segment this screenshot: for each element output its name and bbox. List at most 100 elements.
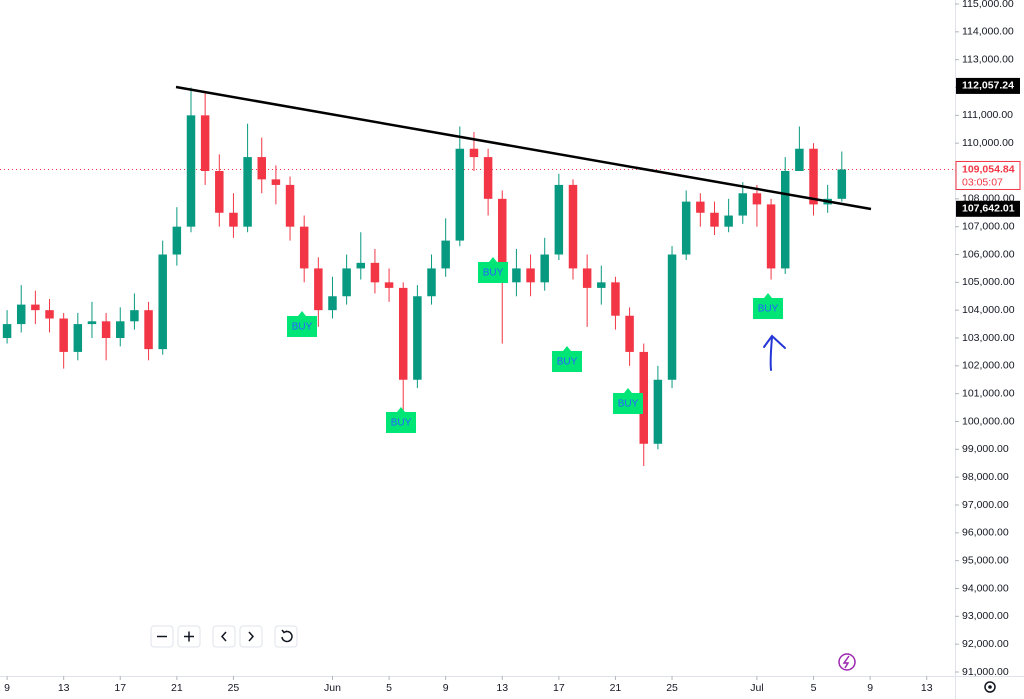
candle-body xyxy=(766,204,776,269)
candle-body xyxy=(285,184,295,227)
candle-body xyxy=(130,310,139,322)
price-marker-box xyxy=(956,77,1020,94)
price-marker-label: 112,057.24 xyxy=(962,80,1014,92)
buy-signal-label: BUY xyxy=(292,322,313,333)
candle-body xyxy=(427,268,436,297)
x-tick-label: 25 xyxy=(228,682,240,694)
candle-body xyxy=(483,157,493,199)
x-tick-label: 21 xyxy=(610,682,622,694)
buy-signal-box xyxy=(287,311,317,337)
candle-body xyxy=(611,282,620,316)
scroll-right-button[interactable] xyxy=(239,625,263,648)
y-tick-label: 93,000.00 xyxy=(962,610,1009,622)
candle-body xyxy=(370,262,380,283)
x-tick-label: 9 xyxy=(4,682,10,694)
buy-signal-box xyxy=(478,257,508,283)
price-marker-label: 107,642.01 xyxy=(962,203,1015,215)
candle-body xyxy=(738,193,748,216)
candle-body xyxy=(384,282,394,288)
candle-body xyxy=(328,296,337,311)
zoom-in-button[interactable] xyxy=(177,625,201,648)
settings-button[interactable] xyxy=(984,681,996,693)
candle-body xyxy=(87,321,97,325)
y-tick-label: 98,000.00 xyxy=(962,471,1009,483)
reset-button[interactable] xyxy=(274,625,298,648)
candle-body xyxy=(257,157,266,180)
candle-body xyxy=(73,324,83,352)
buy-signal-label: BUY xyxy=(758,304,779,315)
candle-body xyxy=(172,226,182,255)
candle-body xyxy=(31,304,40,311)
y-tick-label: 101,000.00 xyxy=(962,387,1015,399)
buy-signal-label: BUY xyxy=(618,399,639,410)
candle-body xyxy=(625,315,634,352)
candle-body xyxy=(116,321,125,338)
candle-body xyxy=(681,201,691,255)
y-tick-label: 92,000.00 xyxy=(962,638,1009,650)
buy-signal-label: BUY xyxy=(557,357,578,368)
candle-body xyxy=(2,324,12,338)
y-tick-label: 96,000.00 xyxy=(962,527,1009,539)
candle-body xyxy=(398,287,408,380)
candle-body xyxy=(597,282,606,288)
x-tick-label: 17 xyxy=(114,682,126,694)
buy-signal-box xyxy=(753,293,783,319)
candle-body xyxy=(710,212,719,227)
y-tick-label: 114,000.00 xyxy=(962,26,1014,38)
candle-body xyxy=(582,268,592,288)
y-tick-label: 102,000.00 xyxy=(962,360,1015,372)
y-tick-label: 95,000.00 xyxy=(962,554,1009,566)
candle-body xyxy=(441,240,450,269)
y-tick-label: 100,000.00 xyxy=(962,415,1015,427)
candle-body xyxy=(215,171,224,213)
candle-body xyxy=(795,148,804,172)
buy-signal-box xyxy=(386,407,416,433)
last-price-label: 109,054.84 xyxy=(962,163,1015,175)
candle-body xyxy=(554,184,564,255)
candle-body xyxy=(667,254,677,380)
buy-signal-box xyxy=(613,388,643,414)
scroll-left-button[interactable] xyxy=(212,625,236,648)
candles xyxy=(0,87,955,467)
y-tick-label: 110,000.00 xyxy=(962,137,1014,149)
zoom-out-button[interactable] xyxy=(150,625,174,648)
candle-body xyxy=(59,318,68,352)
candle-body xyxy=(356,262,366,269)
candle-body xyxy=(16,304,26,325)
y-tick-label: 113,000.00 xyxy=(962,53,1014,65)
candle-body xyxy=(186,115,196,227)
hand-drawn-arrow xyxy=(763,334,786,371)
y-tick-label: 91,000.00 xyxy=(962,666,1009,678)
y-tick-label: 94,000.00 xyxy=(962,582,1009,594)
trend-line xyxy=(175,85,872,211)
candle-body xyxy=(724,215,733,227)
candle-body xyxy=(809,148,818,205)
candle-body xyxy=(45,310,54,319)
y-tick-label: 97,000.00 xyxy=(962,499,1009,511)
toolbar xyxy=(150,625,298,648)
y-tick-label: 99,000.00 xyxy=(962,443,1009,455)
x-tick-label: Jul xyxy=(750,682,763,694)
x-tick-label: 5 xyxy=(811,682,817,694)
candle-body xyxy=(144,310,153,350)
y-tick-label: 105,000.00 xyxy=(962,276,1015,288)
candle-body xyxy=(271,179,281,185)
candle-body xyxy=(696,201,705,213)
candle-body xyxy=(314,268,323,311)
y-tick-label: 103,000.00 xyxy=(962,332,1015,344)
candle-body xyxy=(639,351,648,444)
buy-signal-label: BUY xyxy=(483,268,504,279)
candle-body xyxy=(653,379,663,444)
lightning-button[interactable] xyxy=(838,653,856,671)
x-tick-label: 13 xyxy=(58,682,70,694)
candle-body xyxy=(455,148,465,241)
x-tick-label: Jun xyxy=(324,682,341,694)
candle-body xyxy=(498,198,507,283)
x-tick-label: 25 xyxy=(666,682,678,694)
candle-body xyxy=(752,193,762,205)
x-tick-label: 9 xyxy=(443,682,449,694)
candle-body xyxy=(837,169,847,199)
price-marker-box xyxy=(956,200,1020,217)
